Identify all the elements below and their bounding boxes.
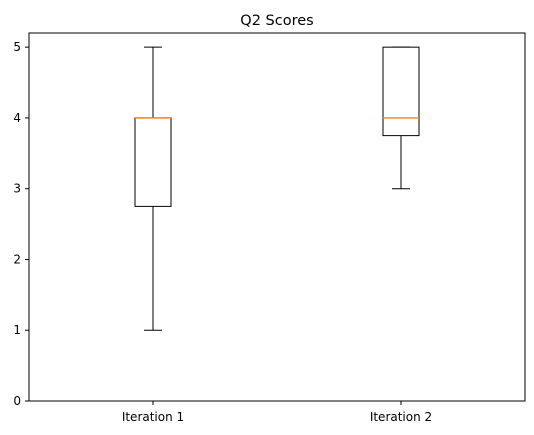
y-axis: 0 1 2 3 4 5 [13,40,29,408]
x-axis: Iteration 1 Iteration 2 [122,401,432,424]
chart-title: Q2 Scores [240,13,313,29]
boxes-layer [134,46,420,331]
y-tick-label: 0 [13,394,21,408]
iqr-box [382,46,420,137]
y-tick-label: 1 [13,323,21,337]
box-group [134,46,172,331]
plot-frame [28,32,526,402]
iqr-box [134,117,172,207]
y-tick-label: 4 [13,111,21,125]
y-tick-label: 3 [13,182,21,196]
y-tick-label: 2 [13,252,21,266]
x-tick-label: Iteration 1 [122,410,184,424]
y-tick-label: 5 [13,40,21,54]
x-tick-label: Iteration 2 [370,410,432,424]
box-group [382,46,420,190]
